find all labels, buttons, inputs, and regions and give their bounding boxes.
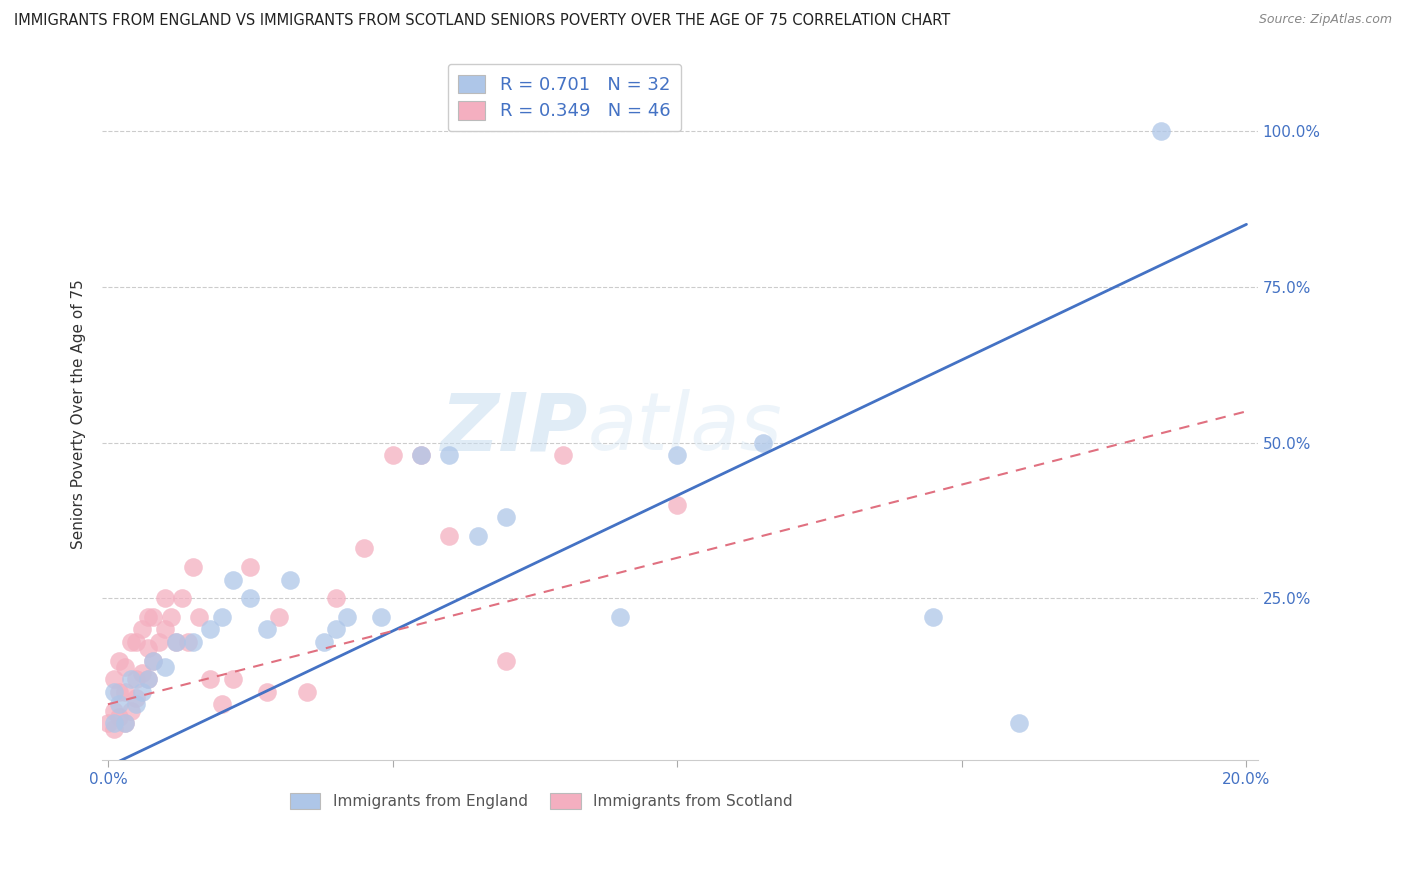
Legend: Immigrants from England, Immigrants from Scotland: Immigrants from England, Immigrants from… (284, 787, 799, 815)
Point (131, 685, 153, 699)
Point (439, 529, 461, 543)
Point (165, 635, 187, 649)
Point (131, 623, 153, 637)
Point (114, 660, 136, 674)
Point (467, 529, 489, 543)
Point (153, 591, 176, 606)
Point (353, 541, 375, 556)
Point (181, 635, 204, 649)
Y-axis label: Seniors Poverty Over the Age of 75: Seniors Poverty Over the Age of 75 (72, 279, 86, 549)
Point (495, 654, 517, 668)
Text: atlas: atlas (588, 389, 782, 467)
Point (120, 704, 142, 718)
Point (120, 635, 142, 649)
Point (108, 685, 131, 699)
Point (142, 610, 165, 624)
Point (181, 560, 204, 574)
Point (267, 610, 290, 624)
Point (409, 448, 432, 462)
Point (125, 635, 148, 649)
Point (325, 591, 347, 606)
Point (120, 673, 142, 687)
Point (751, 435, 773, 450)
Point (1150, 124, 1173, 138)
Point (103, 685, 125, 699)
Point (314, 635, 336, 649)
Point (136, 673, 159, 687)
Point (666, 498, 689, 512)
Point (125, 698, 148, 712)
Point (170, 591, 193, 606)
Point (439, 448, 461, 462)
Point (211, 698, 233, 712)
Point (108, 654, 131, 668)
Point (165, 635, 187, 649)
Text: IMMIGRANTS FROM ENGLAND VS IMMIGRANTS FROM SCOTLAND SENIORS POVERTY OVER THE AGE: IMMIGRANTS FROM ENGLAND VS IMMIGRANTS FR… (14, 13, 950, 29)
Point (222, 673, 245, 687)
Point (188, 610, 211, 624)
Point (114, 716, 136, 731)
Point (108, 698, 131, 712)
Point (114, 716, 136, 731)
Point (114, 685, 136, 699)
Point (370, 610, 392, 624)
Point (103, 704, 125, 718)
Point (325, 623, 347, 637)
Point (256, 685, 278, 699)
Point (381, 448, 404, 462)
Point (922, 610, 945, 624)
Point (239, 560, 262, 574)
Point (142, 654, 165, 668)
Point (153, 660, 176, 674)
Point (131, 666, 153, 681)
Point (200, 673, 222, 687)
Point (336, 610, 359, 624)
Point (125, 673, 148, 687)
Point (125, 691, 148, 706)
Point (211, 610, 233, 624)
Point (278, 573, 301, 587)
Point (176, 635, 198, 649)
Point (136, 610, 159, 624)
Point (200, 623, 222, 637)
Point (153, 623, 176, 637)
Point (609, 610, 631, 624)
Point (148, 635, 170, 649)
Point (1008, 716, 1031, 731)
Point (256, 623, 278, 637)
Point (108, 710, 131, 724)
Point (103, 723, 125, 737)
Point (553, 448, 575, 462)
Text: Source: ZipAtlas.com: Source: ZipAtlas.com (1258, 13, 1392, 27)
Point (409, 448, 432, 462)
Point (159, 610, 181, 624)
Text: ZIP: ZIP (440, 389, 588, 467)
Point (103, 716, 125, 731)
Point (97, 716, 120, 731)
Point (239, 591, 262, 606)
Point (142, 654, 165, 668)
Point (136, 641, 159, 656)
Point (666, 448, 689, 462)
Point (495, 510, 517, 524)
Point (136, 673, 159, 687)
Point (103, 673, 125, 687)
Point (295, 685, 318, 699)
Point (222, 573, 245, 587)
